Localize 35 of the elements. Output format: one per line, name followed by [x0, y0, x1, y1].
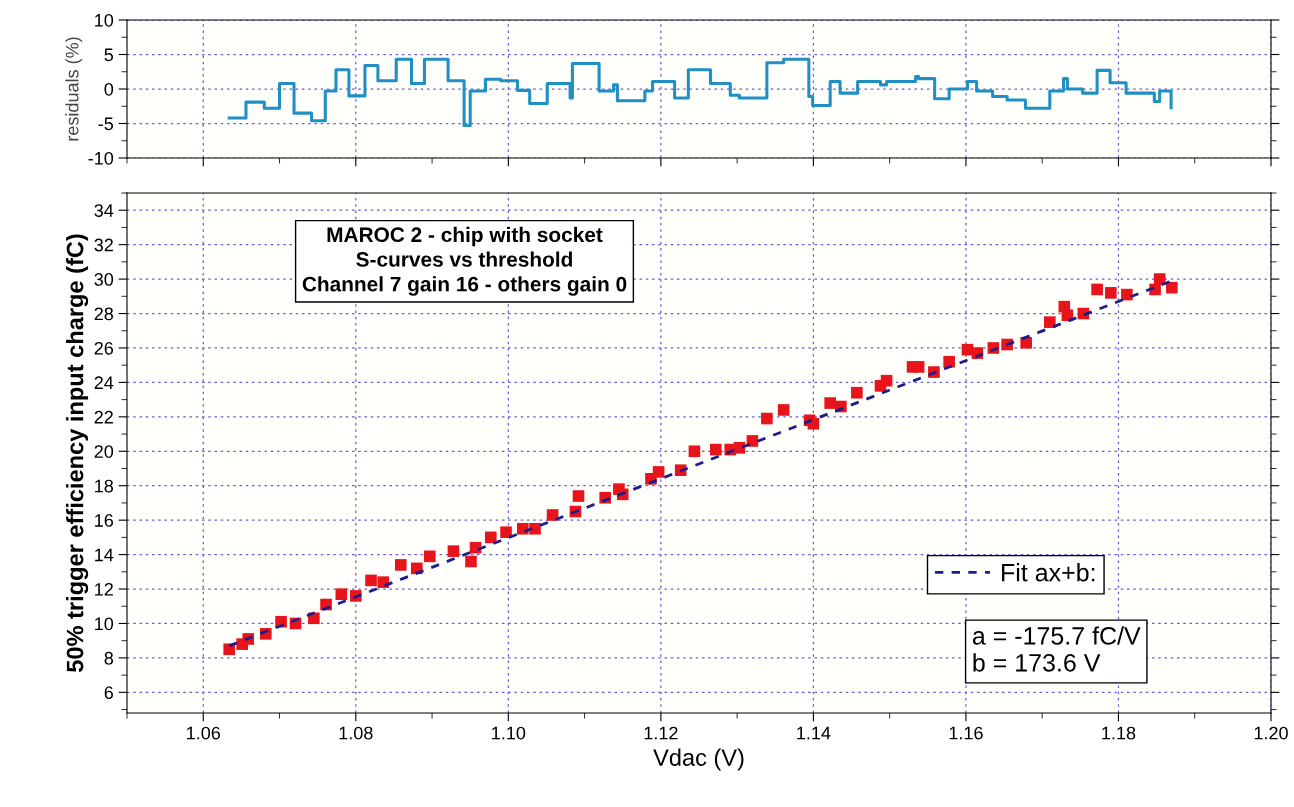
- y-tick-label: 28: [94, 307, 114, 321]
- y-tick-label: 6: [104, 686, 114, 700]
- annotation: a = -175.7 fC/V: [972, 626, 1141, 645]
- y-tick-label: 22: [94, 410, 113, 424]
- y-axis-title: 50% trigger efficiency input charge (fC): [66, 234, 89, 673]
- x-tick-label: 1.10: [492, 726, 526, 740]
- y-tick-label: 0: [104, 82, 114, 96]
- x-tick-label: 1.08: [339, 726, 373, 740]
- y-tick-label: 14: [95, 548, 114, 562]
- y-tick-label: 5: [104, 48, 114, 62]
- y-axis-title: residuals (%): [65, 37, 83, 141]
- y-tick-label: 10: [95, 617, 114, 631]
- y-tick-label: 26: [94, 341, 114, 355]
- text: MAROC 2 - chip with socket S-curves vs threshold Channel 7 gain 16 - others gain 0: [302, 226, 627, 296]
- annotation: b = 173.6 V: [973, 653, 1101, 672]
- y-tick-label: 34: [94, 204, 114, 217]
- y-tick-label: 24: [94, 376, 114, 389]
- x-axis-title: Vdac (V): [653, 748, 744, 771]
- x-tick-label: 1.20: [1254, 726, 1288, 740]
- legend-label: Fit ax+b:: [1002, 563, 1095, 582]
- x-tick-label: 1.14: [797, 726, 831, 740]
- y-tick-label: 16: [95, 514, 114, 527]
- y-tick-label: -10: [88, 151, 114, 165]
- y-tick-label: 32: [94, 238, 113, 252]
- y-tick-label: 20: [94, 445, 114, 458]
- y-tick-label: -5: [98, 117, 114, 131]
- y-tick-label: 10: [95, 13, 114, 27]
- y-tick-label: 8: [104, 651, 114, 665]
- y-tick-label: 18: [95, 479, 114, 493]
- x-tick-label: 1.06: [187, 726, 221, 740]
- x-tick-label: 1.16: [949, 726, 983, 740]
- y-tick-label: 30: [94, 273, 114, 286]
- x-tick-label: 1.12: [644, 726, 678, 740]
- y-tick-label: 12: [95, 582, 113, 596]
- x-tick-label: 1.18: [1102, 726, 1136, 740]
